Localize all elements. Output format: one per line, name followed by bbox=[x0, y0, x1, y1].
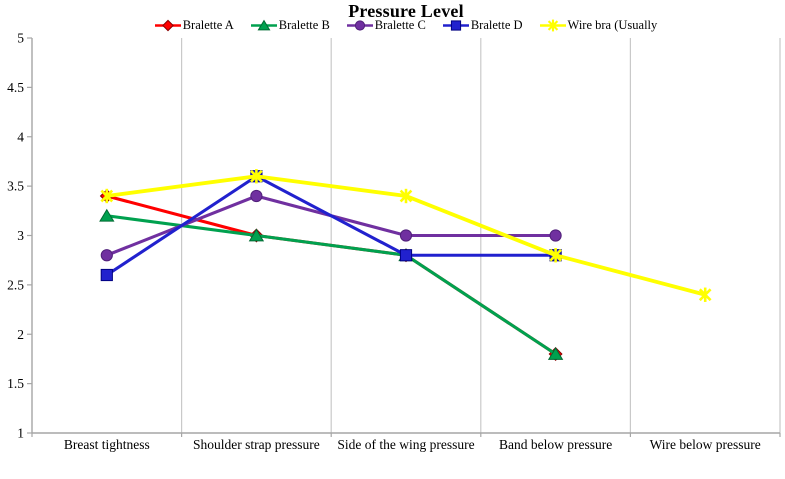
series-line bbox=[105, 174, 556, 277]
circle-marker bbox=[399, 229, 413, 242]
triangle-marker bbox=[257, 19, 271, 31]
triangle-marker bbox=[248, 228, 265, 242]
triangle-legend-marker-icon bbox=[250, 19, 277, 31]
asterisk-marker bbox=[698, 287, 712, 302]
triangle-marker bbox=[547, 347, 564, 360]
series-wire-bra-usually bbox=[100, 169, 712, 302]
legend-item-bralette-d: Bralette D bbox=[442, 18, 523, 33]
circle-marker bbox=[250, 189, 263, 203]
legend-item-bralette-a: Bralette A bbox=[154, 18, 234, 33]
y-axis-label: 4.5 bbox=[7, 80, 24, 95]
asterisk-legend-marker-icon bbox=[539, 19, 566, 32]
y-axis-label: 1 bbox=[17, 426, 24, 441]
circle-marker bbox=[100, 249, 113, 262]
circle-legend-marker-icon bbox=[346, 20, 373, 31]
y-axis-label: 1.5 bbox=[7, 376, 24, 391]
legend-label: Bralette B bbox=[278, 18, 330, 32]
circle-marker bbox=[549, 229, 562, 242]
x-axis-category-label: Wire below pressure bbox=[649, 437, 761, 452]
asterisk-marker bbox=[250, 169, 263, 184]
square-marker bbox=[399, 249, 413, 262]
x-axis-category-label: Breast tightness bbox=[63, 437, 150, 452]
asterisk-marker bbox=[399, 188, 413, 204]
legend-label: Bralette D bbox=[470, 18, 523, 32]
y-axis-label: 5 bbox=[17, 31, 24, 46]
circle-marker bbox=[354, 20, 365, 31]
square-marker bbox=[450, 20, 461, 31]
square-marker bbox=[100, 268, 113, 282]
x-axis-category-label: Side of the wing pressure bbox=[337, 437, 475, 452]
y-axis-label: 4 bbox=[17, 129, 24, 144]
chart-legend: Bralette A Bralette B Bralette C Bralette D… bbox=[32, 18, 780, 33]
asterisk-marker bbox=[549, 248, 562, 263]
legend-item-bralette-b: Bralette B bbox=[250, 18, 330, 33]
chart-title: Pressure Level bbox=[348, 1, 464, 21]
asterisk-marker bbox=[547, 19, 558, 32]
asterisk-marker bbox=[100, 188, 114, 204]
legend-item-bralette-c: Bralette C bbox=[346, 18, 426, 33]
x-axis-category-label: Band below pressure bbox=[498, 437, 613, 452]
legend-item-wire-bra-usually: Wire bra (Usually bbox=[539, 18, 658, 33]
y-axis-label: 3.5 bbox=[7, 179, 24, 194]
diamond-legend-marker-icon bbox=[154, 19, 181, 32]
x-axis-category-label: Shoulder strap pressure bbox=[193, 437, 320, 452]
triangle-marker bbox=[99, 208, 115, 222]
y-axis-label: 2.5 bbox=[7, 277, 24, 292]
y-axis-label: 3 bbox=[17, 228, 24, 243]
square-legend-marker-icon bbox=[442, 20, 469, 31]
legend-label: Bralette A bbox=[182, 18, 234, 32]
diamond-marker bbox=[161, 19, 174, 32]
y-axis-label: 2 bbox=[17, 327, 24, 342]
legend-label: Bralette C bbox=[374, 18, 426, 32]
legend-label: Wire bra (Usually bbox=[567, 18, 658, 32]
